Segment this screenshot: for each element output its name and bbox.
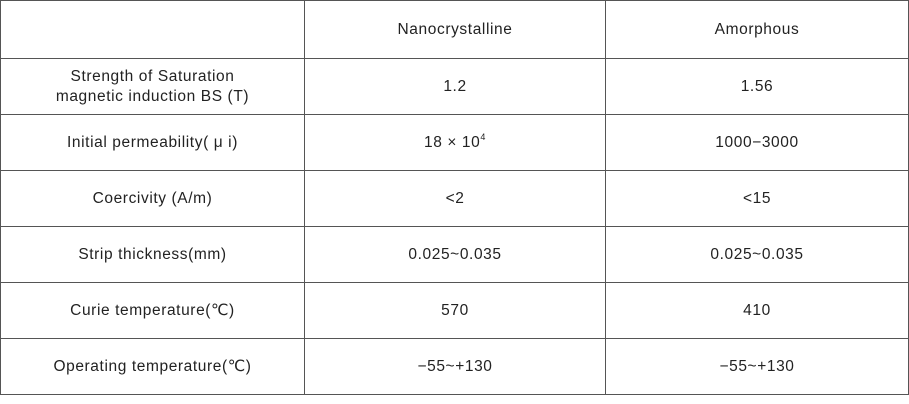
- value-cell: 0.025~0.035: [304, 226, 606, 283]
- value-cell: 1000−3000: [605, 114, 909, 171]
- corner-cell: [0, 0, 305, 59]
- label-line: magnetic induction BS (T): [55, 87, 250, 105]
- body-row: Curie temperature(℃) 570 410: [0, 282, 909, 339]
- row-label: Strength of Saturation magnetic induction…: [0, 58, 305, 115]
- body-row: Strip thickness(mm) 0.025~0.035 0.025~0.03…: [0, 226, 909, 283]
- value-text: 0.025~0.035: [710, 245, 804, 263]
- header-row: Nanocrystalline Amorphous: [0, 0, 909, 59]
- value-cell: 570: [304, 282, 606, 339]
- value-cell: 0.025~0.035: [605, 226, 909, 283]
- value-cell: −55~+130: [304, 338, 606, 395]
- value-cell: −55~+130: [605, 338, 909, 395]
- column-header: Amorphous: [605, 0, 909, 59]
- row-label: Strip thickness(mm): [0, 226, 305, 283]
- value-text: 0.025~0.035: [408, 245, 502, 263]
- value-text: 570: [441, 301, 469, 319]
- value-cell: <2: [304, 170, 606, 227]
- value-text: <2: [445, 189, 465, 207]
- row-label: Curie temperature(℃): [0, 282, 305, 339]
- body-row: Strength of Saturation magnetic induction…: [0, 58, 909, 115]
- body-row: Initial permeability( μ i) 18 × 104 1000−3…: [0, 114, 909, 171]
- value-cell: 410: [605, 282, 909, 339]
- value-base: 18 × 10: [424, 133, 481, 151]
- value-text: 1.56: [740, 77, 774, 95]
- value-text: 410: [743, 301, 771, 319]
- label-line: Initial permeability( μ i): [67, 133, 238, 151]
- row-label: Initial permeability( μ i): [0, 114, 305, 171]
- label-line: Strength of Saturation: [70, 67, 235, 85]
- value-cell: 18 × 104: [304, 114, 606, 171]
- value-cell: 1.2: [304, 58, 606, 115]
- value-text: 1.2: [443, 77, 467, 95]
- value-text: −55~+130: [719, 357, 795, 375]
- value-text: <15: [742, 189, 772, 207]
- value-exponent: 4: [480, 131, 486, 142]
- label-line: Operating temperature(℃): [53, 357, 252, 375]
- comparison-table: Nanocrystalline Amorphous Strength of Sa…: [0, 0, 909, 395]
- table-body: Nanocrystalline Amorphous Strength of Sa…: [0, 0, 909, 395]
- value-cell: 1.56: [605, 58, 909, 115]
- body-row: Coercivity (A/m) <2 <15: [0, 170, 909, 227]
- row-label: Operating temperature(℃): [0, 338, 305, 395]
- label-line: Strip thickness(mm): [78, 245, 227, 263]
- value-text: −55~+130: [417, 357, 493, 375]
- body-row: Operating temperature(℃) −55~+130 −55~+130: [0, 338, 909, 395]
- value-text: 1000−3000: [715, 133, 799, 151]
- label-line: Coercivity (A/m): [92, 189, 213, 207]
- column-header: Nanocrystalline: [304, 0, 606, 59]
- value-cell: <15: [605, 170, 909, 227]
- label-line: Curie temperature(℃): [70, 301, 235, 319]
- row-label: Coercivity (A/m): [0, 170, 305, 227]
